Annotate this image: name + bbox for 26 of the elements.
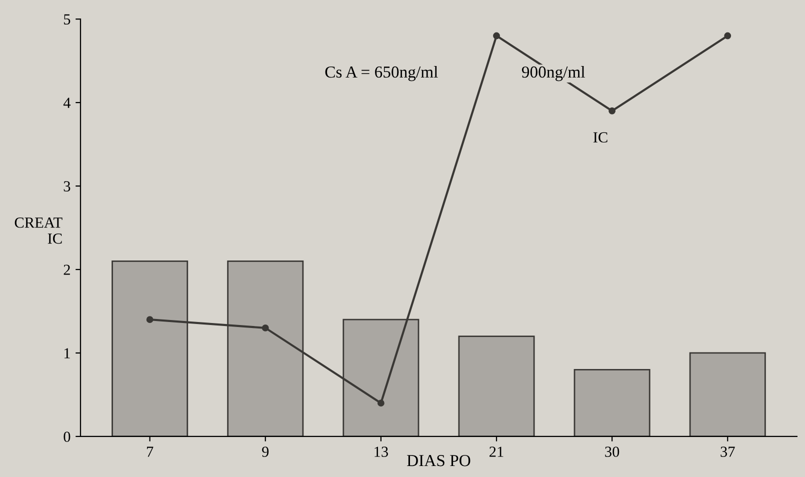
y-tick-label: 3: [64, 181, 70, 192]
x-tick-label: 9: [262, 446, 269, 457]
x-tick-label: 37: [720, 446, 735, 457]
bar: [689, 352, 766, 436]
point: [724, 32, 732, 40]
y-axis-title: CREAT IC: [14, 218, 62, 244]
bar: [574, 368, 650, 436]
x-tick-label: 13: [374, 446, 388, 457]
point: [146, 316, 154, 324]
x-axis-title: DIAS PO: [407, 455, 470, 466]
y-tick-label: 5: [64, 14, 70, 25]
point: [377, 400, 384, 407]
bar: [458, 336, 535, 436]
y-tick-label: 4: [63, 98, 71, 108]
series-label: IC: [593, 132, 608, 143]
x-tick-label: 7: [147, 446, 154, 457]
annotation: Cs A = 650ng/ml: [325, 66, 438, 82]
point: [262, 324, 269, 332]
y-tick-label: 1: [64, 348, 70, 358]
y-tick-label: 0: [64, 432, 70, 442]
x-tick-label: 30: [605, 446, 620, 457]
y-tick-label: 2: [64, 264, 70, 275]
x-tick-label: 21: [490, 446, 504, 457]
point: [493, 32, 500, 40]
annotation: 900ng/ml: [522, 66, 585, 82]
point: [608, 107, 616, 114]
